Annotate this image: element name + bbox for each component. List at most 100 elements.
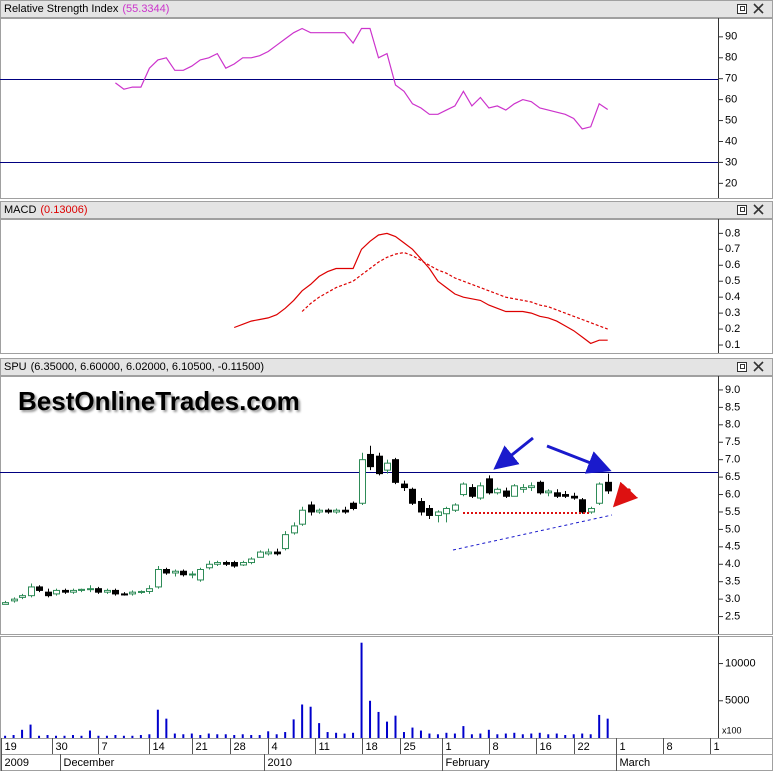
window-button[interactable] [737, 205, 747, 215]
window-button[interactable] [753, 361, 764, 372]
arrow [612, 481, 639, 508]
window-button[interactable] [753, 3, 764, 14]
volume-bar [55, 735, 58, 738]
window-button[interactable] [740, 207, 745, 212]
y-tick-label: 30 [725, 156, 737, 168]
volume-bar [411, 727, 414, 738]
y-tick-label: 3.0 [725, 593, 740, 605]
y-tick-label: 7.0 [725, 454, 740, 466]
arrow [546, 444, 612, 474]
volume-bar [12, 735, 15, 738]
volume-bar [369, 700, 372, 738]
candle-body [528, 485, 535, 489]
candle-body [291, 525, 298, 534]
candle-body [87, 588, 94, 591]
panel-title: SPU [4, 361, 27, 373]
volume-bar [114, 735, 117, 738]
candle-body [469, 487, 476, 497]
y-tick-label: 4.5 [725, 541, 740, 553]
window-button[interactable] [740, 364, 745, 369]
volume-bar [292, 719, 295, 738]
month-label: 2009 [5, 757, 29, 769]
y-tick-label: 0.6 [725, 259, 740, 271]
volume-bar [301, 704, 304, 738]
candle-body [545, 490, 552, 494]
candle-body [409, 488, 416, 504]
y-tick-label: 80 [725, 52, 737, 64]
volume-bar [241, 734, 244, 738]
window-button[interactable] [737, 362, 747, 372]
volume-bar [555, 733, 558, 738]
candle-body [95, 588, 102, 593]
month-label: February [446, 757, 491, 769]
volume-bar [165, 718, 168, 738]
candle-body [401, 483, 408, 489]
candle-body [248, 558, 255, 564]
candle-body [571, 495, 578, 499]
volume-bar [46, 735, 49, 738]
volume-bar [148, 734, 151, 738]
y-tick-label: 10000 [725, 657, 756, 669]
annotations [452, 436, 639, 551]
candle-body [53, 589, 60, 595]
volume-bar [309, 706, 312, 738]
candle-body [240, 562, 247, 566]
volume-bar [496, 734, 499, 738]
volume-bar [156, 709, 159, 738]
volume-bar [343, 733, 346, 738]
y-tick-label: 6.5 [725, 471, 740, 483]
y-tick-label: 5.0 [725, 523, 740, 535]
volume-bar [513, 732, 516, 738]
y-tick-label: 8.0 [725, 419, 740, 431]
candle-body [325, 509, 332, 513]
candle-body [121, 593, 128, 596]
volume-bar [131, 735, 134, 738]
line-series [301, 251, 608, 330]
x-tick-label: 18 [366, 741, 378, 753]
volume-bar [598, 714, 601, 738]
candle-body [392, 459, 399, 483]
window-button[interactable] [740, 6, 745, 11]
y-tick-label: 4.0 [725, 558, 740, 570]
candle-body [588, 507, 595, 513]
x-tick-label: 7 [102, 741, 108, 753]
candle-body [282, 534, 289, 550]
volume-bar [71, 735, 74, 738]
month-label: December [64, 757, 115, 769]
volume-bar [564, 735, 567, 738]
line-series [115, 27, 609, 130]
x-tick-label: 14 [153, 741, 165, 753]
window-button[interactable] [737, 4, 747, 14]
candle-body [486, 478, 493, 494]
volume-bar [267, 731, 270, 738]
candle-body [70, 589, 77, 593]
window-button[interactable] [753, 204, 764, 215]
y-tick-label: 40 [725, 135, 737, 147]
candle-body [78, 588, 85, 591]
volume-bar [21, 729, 24, 738]
watermark: BestOnlineTrades.com [18, 386, 300, 416]
volume-bar [377, 711, 380, 738]
candle-body [299, 509, 306, 525]
candle-body [28, 586, 35, 597]
volume-bar [547, 734, 550, 738]
volume-bar [470, 734, 473, 738]
y-tick-label: 0.4 [725, 291, 740, 303]
candle-body [554, 492, 561, 497]
candle-body [129, 591, 136, 595]
x-tick-label: 28 [234, 741, 246, 753]
volume-bar [606, 718, 609, 738]
x-tick-label: 19 [5, 741, 17, 753]
candle-body [596, 483, 603, 504]
candle-body [537, 481, 544, 494]
candle-body [418, 501, 425, 513]
volume-bar [122, 735, 125, 738]
candle-body [359, 459, 366, 504]
panel-title: MACD [4, 204, 36, 216]
y-tick-label: 60 [725, 94, 737, 106]
candle-body [2, 602, 9, 605]
candle-body [350, 502, 357, 509]
y-tick-label: 0.8 [725, 227, 740, 239]
y-tick-label: 6.0 [725, 488, 740, 500]
